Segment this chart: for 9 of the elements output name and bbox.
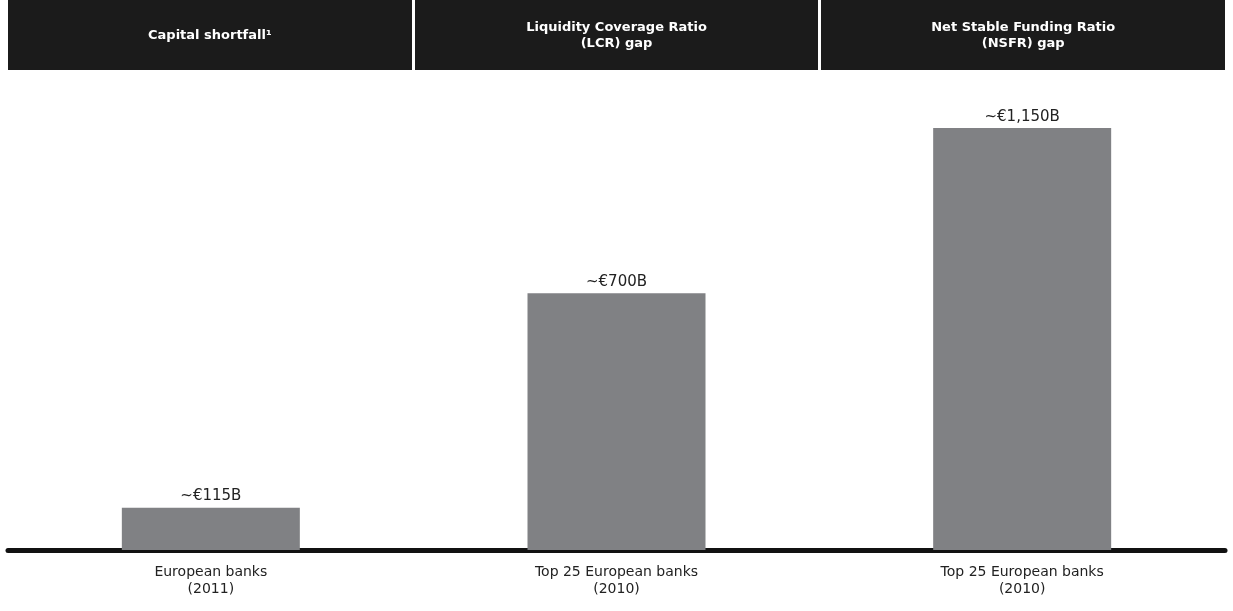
text: Capital shortfall¹ bbox=[8, 0, 412, 70]
text: Liquidity Coverage Ratio (LCR) gap bbox=[414, 0, 819, 70]
text: Net Stable Funding Ratio (NSFR) gap bbox=[821, 0, 1226, 70]
data-label: ~€1,150B bbox=[984, 106, 1060, 125]
data-label: ~€700B bbox=[585, 271, 648, 290]
x-tick-label: Top 25 European banks (2010) bbox=[533, 562, 699, 596]
x-tick-label: European banks (2011) bbox=[154, 562, 268, 596]
data-label: ~€115B bbox=[180, 486, 242, 505]
x-tick-label: Top 25 European banks (2010) bbox=[939, 562, 1104, 596]
